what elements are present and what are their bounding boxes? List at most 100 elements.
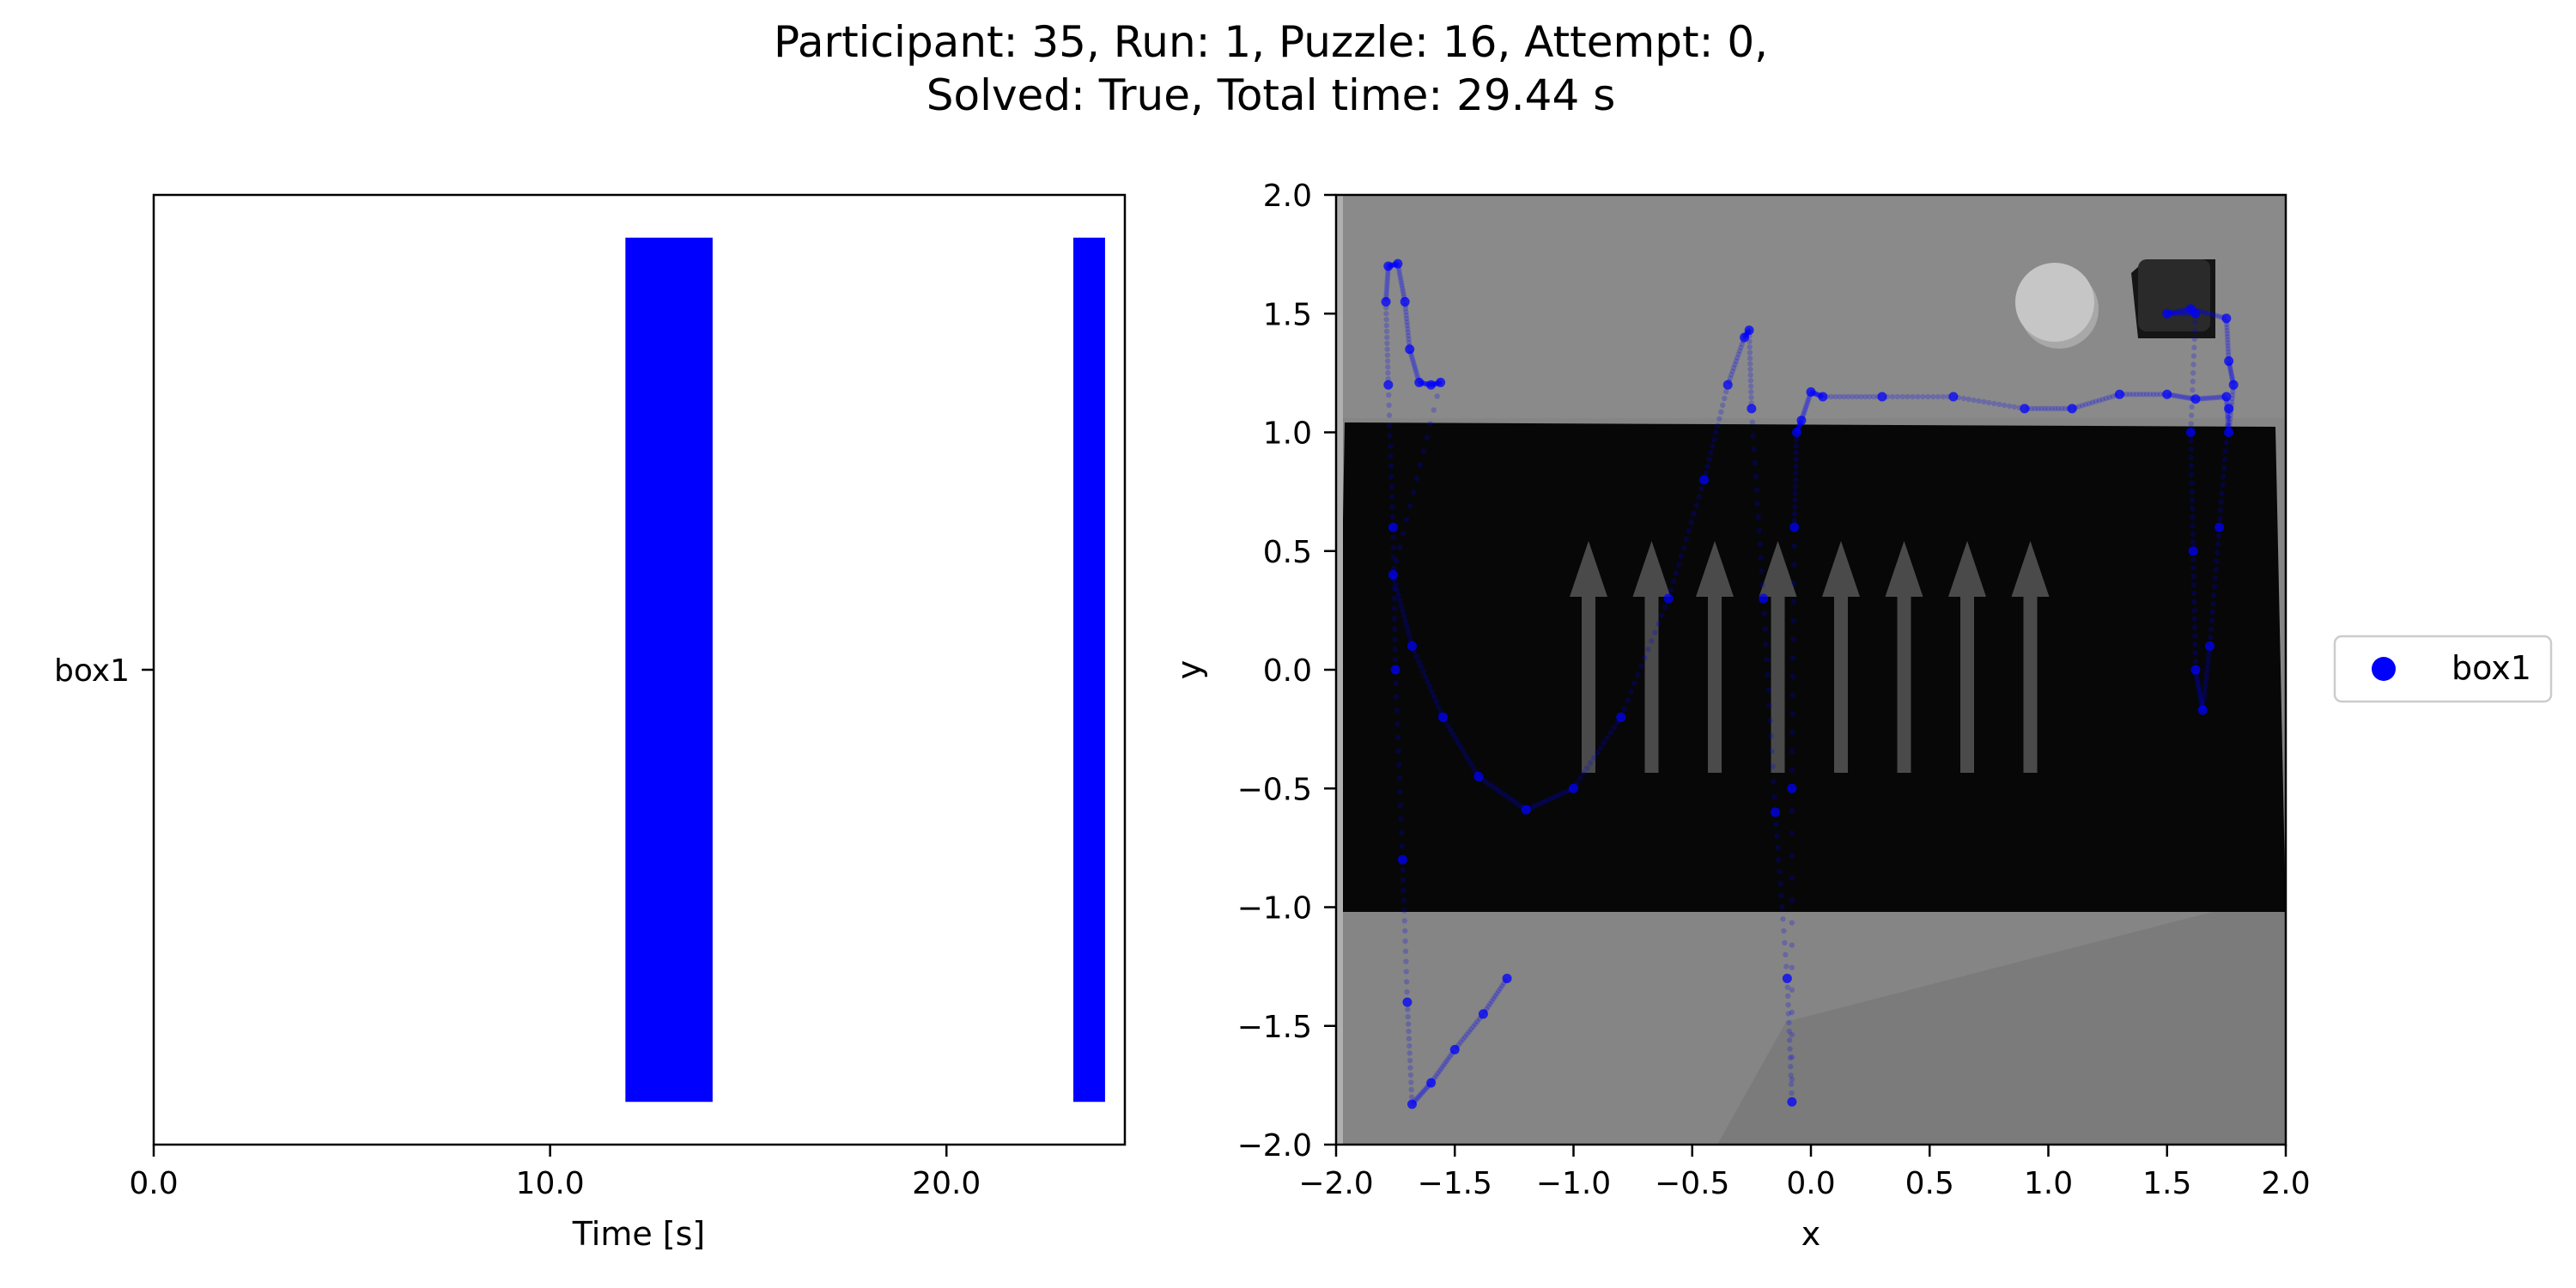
trajectory-trail-point — [1384, 283, 1390, 289]
trajectory-trail-point — [2199, 395, 2205, 402]
trajectory-trail-point — [2191, 633, 2198, 639]
trajectory-trail-point — [1801, 407, 1808, 414]
trajectory-trail-point — [2136, 392, 2143, 398]
trajectory-trail-point — [1789, 1009, 1795, 1016]
trajectory-trail-point — [1485, 781, 1492, 787]
trajectory-trail-point — [2206, 395, 2212, 401]
trajectory-trail-point — [2208, 617, 2215, 623]
figure-title: Participant: 35, Run: 1, Puzzle: 16, Att… — [0, 15, 2542, 122]
trajectory-trail-point — [2075, 404, 2082, 410]
trajectory-trail-point — [1423, 1086, 1429, 1092]
trajectory-trail-point — [2213, 567, 2219, 573]
timeline-x-ticks: 0.0 10.0 20.0 — [129, 1145, 981, 1201]
trajectory-trail-point — [1406, 339, 1413, 346]
trajectory-trail-point — [1793, 456, 1799, 463]
trajectory-trail-point — [1410, 358, 1416, 364]
trajectory-trail-point — [1789, 1090, 1795, 1097]
trajectory-point — [1393, 258, 1403, 269]
trajectory-trail-point — [1402, 948, 1409, 955]
trajectory-trail-point — [1735, 355, 1741, 361]
trajectory-trail-point — [1383, 291, 1389, 297]
trajectory-trail-point — [1388, 473, 1394, 480]
trajectory-point — [2190, 308, 2201, 319]
scene-arrow-shaft — [1960, 592, 1974, 773]
trajectory-trail-point — [2202, 310, 2209, 316]
trajectory-trail-point — [1408, 1086, 1414, 1093]
trajectory-trail-point — [1986, 399, 1992, 406]
trajectory-trail-point — [2174, 393, 2180, 399]
trajectory-trail-point — [1460, 1036, 1466, 1042]
trajectory-trail-point — [1776, 857, 1782, 863]
trajectory-trail-point — [1675, 562, 1682, 568]
trajectory-trail-point — [1383, 328, 1390, 335]
trajectory-trail-point — [1793, 450, 1800, 456]
trajectory-trail-point — [1419, 1091, 1425, 1097]
trajectory-trail-point — [2201, 309, 2207, 315]
trajectory-trail-point — [1489, 998, 1495, 1005]
trajectory-trail-point — [2202, 395, 2208, 402]
trajectory-point — [2197, 705, 2208, 715]
trajectory-trail-point — [1407, 1072, 1414, 1078]
trajectory-trail-point — [1971, 397, 1977, 404]
trajectory-trail-point — [1401, 918, 1407, 924]
trajectory-trail-point — [1688, 519, 1694, 526]
trajectory-trail-point — [1782, 939, 1788, 946]
trajectory-trail-point — [2192, 641, 2198, 647]
trajectory-trail-point — [1487, 1000, 1493, 1007]
trajectory-trail-point — [2225, 337, 2231, 343]
trajectory-point — [1402, 997, 1413, 1007]
trajectory-trail-point — [1415, 658, 1422, 665]
trajectory-trail-point — [2197, 693, 2203, 699]
trajectory-trail-point — [1388, 494, 1395, 500]
trajectory-trail-point — [1464, 1031, 1470, 1037]
trajectory-trail-point — [1494, 991, 1500, 997]
trajectory-trail-point — [1793, 443, 1800, 449]
scene-arrow-head — [1822, 541, 1860, 597]
timeline-bar-2 — [1072, 237, 1105, 1103]
trajectory-trail-point — [1801, 411, 1807, 417]
scene-arrow-head — [1885, 541, 1923, 597]
trajectory-trail-point — [1910, 393, 1916, 400]
trajectory-trail-point — [1628, 689, 1634, 695]
trajectory-trail-point — [2192, 650, 2198, 656]
trajectory-trail-point — [1431, 407, 1437, 413]
trajectory-trail-point — [2202, 684, 2208, 690]
trajectory-trail-point — [1384, 278, 1390, 284]
trajectory-point — [1616, 712, 1626, 722]
trajectory-trail-point — [1789, 987, 1795, 993]
trajectory-trail-point — [1747, 372, 1753, 378]
trajectory-trail-point — [1560, 790, 1566, 796]
trajectory-trail-point — [1386, 412, 1393, 418]
trajectory-trail-point — [2174, 311, 2180, 317]
trajectory-trail-point — [1789, 767, 1795, 773]
trajectory-trail-point — [1767, 718, 1773, 724]
trajectory-trail-point — [2178, 311, 2184, 317]
trajectory-trail-point — [2190, 361, 2196, 368]
trajectory-trail-point — [1787, 1054, 1794, 1061]
trajectory-trail-point — [1747, 378, 1754, 384]
trajectory-trail-point — [1400, 607, 1406, 614]
trajectory-trail-point — [1498, 983, 1505, 989]
trajectory-trail-point — [1408, 1094, 1415, 1100]
trajectory-trail-point — [1638, 663, 1644, 670]
trajectory-trail-point — [1996, 401, 2002, 408]
trajectory-y-axis-label: y — [1170, 660, 1208, 680]
trajectory-trail-point — [1426, 683, 1433, 690]
trajectory-trail-point — [1854, 393, 1860, 400]
trajectory-trail-point — [2195, 681, 2202, 687]
trajectory-trail-point — [2228, 374, 2235, 380]
trajectory-trail-point — [2225, 422, 2232, 428]
trajectory-trail-point — [2202, 689, 2208, 695]
trajectory-trail-point — [2221, 473, 2227, 480]
trajectory-trail-point — [1474, 1018, 1480, 1025]
trajectory-trail-point — [1394, 734, 1401, 741]
trajectory-trail-point — [1862, 393, 1868, 400]
trajectory-trail-point — [1594, 750, 1601, 756]
trajectory-trail-point — [2216, 394, 2223, 400]
trajectory-trail-point — [1769, 748, 1775, 754]
trajectory-trail-point — [1445, 1056, 1451, 1062]
trajectory-trail-point — [1789, 853, 1795, 859]
trajectory-trail-point — [1388, 483, 1394, 489]
trajectory-trail-point — [2225, 416, 2231, 422]
trajectory-point — [1787, 1097, 1797, 1107]
